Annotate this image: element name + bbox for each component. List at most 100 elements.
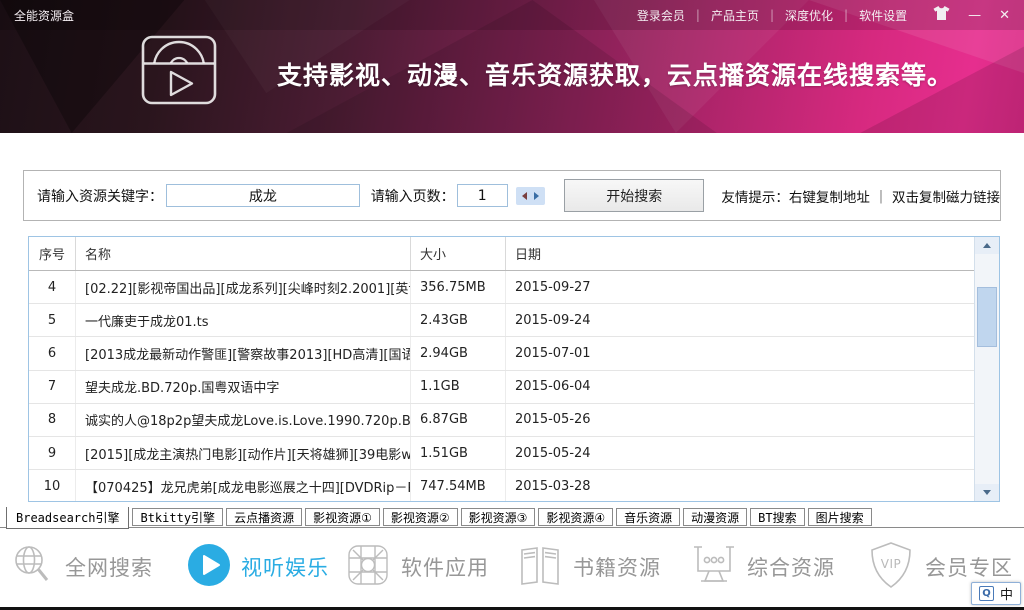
tab-btkitty[interactable]: Btkitty引擎 — [132, 508, 224, 526]
cell-name: [02.22][影视帝国出品][成龙系列][尖峰时刻2.2001][英语] — [76, 271, 411, 304]
menu-separator: | — [695, 8, 700, 22]
nav-label: 全网搜索 — [65, 556, 153, 580]
tab-breadsearch[interactable]: Breadsearch引擎 — [6, 507, 130, 529]
cell-size: 747.54MB — [411, 470, 506, 501]
cell-size: 6.87GB — [411, 403, 506, 436]
cell-size: 356.75MB — [411, 271, 506, 304]
search-button[interactable]: 开始搜索 — [564, 179, 705, 212]
scroll-down-icon — [983, 490, 991, 495]
cell-size: 2.43GB — [411, 304, 506, 337]
nav-software-apps[interactable]: 软件应用 — [344, 541, 489, 593]
table-row[interactable]: 5 一代廉吏于成龙01.ts 2.43GB 2015-09-24 — [29, 304, 999, 338]
ime-engine-icon[interactable]: Q — [978, 586, 994, 601]
cell-name: 望夫成龙.BD.720p.国粤双语中字 — [76, 370, 411, 403]
search-tip: 友情提示：右键复制地址 ｜ 双击复制磁力链接 — [721, 189, 1000, 206]
nav-web-search[interactable]: 全网搜索 — [8, 541, 153, 593]
table-row[interactable]: 7 望夫成龙.BD.720p.国粤双语中字 1.1GB 2015-06-04 — [29, 370, 999, 404]
cell-date: 2015-09-27 — [515, 279, 591, 295]
cell-size: 1.51GB — [411, 436, 506, 470]
header-size[interactable]: 大小 — [411, 237, 506, 270]
tab-image-search[interactable]: 图片搜索 — [807, 508, 872, 526]
ime-indicator[interactable]: Q 中 — [970, 582, 1021, 605]
nav-label: 软件应用 — [401, 556, 489, 580]
cell-date: 2015-05-26 — [515, 412, 591, 428]
cell-seq: 9 — [29, 436, 76, 470]
tab-bt-search[interactable]: BT搜索 — [750, 508, 805, 526]
nav-label: 书籍资源 — [573, 556, 661, 580]
nav-label: 视听娱乐 — [241, 556, 329, 580]
menu-settings[interactable]: 软件设置 — [859, 8, 908, 23]
page-next-icon[interactable] — [533, 191, 539, 200]
page-input[interactable] — [456, 184, 508, 207]
scrollbar-thumb[interactable] — [977, 287, 997, 347]
nav-label: 综合资源 — [747, 556, 835, 580]
keyword-input[interactable] — [166, 184, 360, 207]
menu-optimize[interactable]: 深度优化 — [785, 8, 834, 23]
cell-date: 2015-06-04 — [515, 379, 591, 395]
close-button[interactable]: ✕ — [999, 7, 1010, 23]
cell-name: 【070425】龙兄虎弟[成龙电影巡展之十四][DVDRip－R中... — [76, 470, 411, 501]
app-grid-icon — [344, 541, 392, 593]
page-label: 请输入页数： — [370, 188, 455, 205]
cell-name: [2013成龙最新动作警匪][警察故事2013][HD高清][国语中... — [76, 337, 411, 370]
ime-mode-label[interactable]: 中 — [999, 588, 1013, 603]
cell-name: [2015][成龙主演热门电影][动作片][天将雄狮][39电影w... — [76, 436, 411, 470]
minimize-button[interactable]: — — [968, 7, 982, 23]
globe-search-icon — [8, 541, 56, 593]
tab-music[interactable]: 音乐资源 — [616, 508, 681, 526]
tab-video-4[interactable]: 影视资源④ — [538, 508, 614, 526]
header-date[interactable]: 日期 — [515, 248, 542, 263]
table-row[interactable]: 6 [2013成龙最新动作警匪][警察故事2013][HD高清][国语中... … — [29, 337, 999, 371]
nav-label: 会员专区 — [925, 556, 1013, 580]
scroll-up-button[interactable] — [975, 237, 999, 254]
nav-av-entertainment[interactable]: 视听娱乐 — [186, 542, 329, 592]
keyword-label: 请输入资源关键字： — [37, 188, 163, 205]
tab-video-1[interactable]: 影视资源① — [305, 508, 380, 526]
header-seq[interactable]: 序号 — [29, 237, 76, 270]
nav-general-resources[interactable]: 综合资源 — [690, 541, 835, 593]
play-circle-icon — [186, 542, 232, 592]
cell-seq: 7 — [29, 370, 76, 403]
cell-date: 2015-05-24 — [515, 445, 591, 461]
cell-date: 2015-07-01 — [515, 345, 591, 361]
table-row[interactable]: 9 [2015][成龙主演热门电影][动作片][天将雄狮][39电影w... 1… — [29, 436, 999, 471]
vip-shield-icon: VIP — [866, 540, 916, 594]
table-row[interactable]: 10 【070425】龙兄虎弟[成龙电影巡展之十四][DVDRip－R中... … — [29, 470, 999, 501]
vertical-scrollbar[interactable] — [974, 237, 999, 501]
table-header: 序号 名称 大小 日期 — [29, 237, 999, 271]
results-table: 序号 名称 大小 日期 4 [02.22][影视帝国出品][成龙系列][尖峰时刻… — [28, 236, 1000, 502]
cell-name: 诚实的人@18p2p望夫成龙Love.is.Love.1990.720p.Blu… — [76, 403, 411, 436]
cell-size: 2.94GB — [411, 337, 506, 370]
vip-shield-text: VIP — [880, 556, 902, 571]
theme-shirt-icon[interactable] — [933, 6, 950, 24]
table-row[interactable]: 4 [02.22][影视帝国出品][成龙系列][尖峰时刻2.2001][英语] … — [29, 271, 999, 305]
nav-book-resources[interactable]: 书籍资源 — [516, 541, 661, 593]
cell-seq: 5 — [29, 304, 76, 337]
cell-seq: 6 — [29, 337, 76, 370]
scroll-down-button[interactable] — [975, 484, 999, 501]
page-stepper — [515, 186, 546, 205]
monitor-icon — [690, 541, 738, 593]
cell-name: 一代廉吏于成龙01.ts — [76, 304, 411, 337]
cell-seq: 8 — [29, 403, 76, 436]
nav-vip-zone[interactable]: VIP 会员专区 — [866, 540, 1013, 594]
tab-video-2[interactable]: 影视资源② — [382, 508, 458, 526]
cell-date: 2015-03-28 — [515, 478, 591, 494]
menu-homepage[interactable]: 产品主页 — [710, 8, 759, 23]
tab-anime[interactable]: 动漫资源 — [683, 508, 748, 526]
banner — [0, 0, 1024, 133]
page-prev-icon[interactable] — [522, 191, 528, 200]
cell-size: 1.1GB — [411, 370, 506, 403]
header-name[interactable]: 名称 — [76, 237, 411, 270]
tab-video-3[interactable]: 影视资源③ — [460, 508, 536, 526]
menu-separator: | — [769, 8, 775, 22]
titlebar: 全能资源盒 登录会员 | 产品主页 | 深度优化 | 软件设置 — ✕ — [0, 0, 1024, 30]
tab-cloud-play[interactable]: 云点播资源 — [226, 508, 303, 526]
books-icon — [516, 541, 564, 593]
menu-login[interactable]: 登录会员 — [636, 8, 685, 23]
app-logo-icon — [140, 34, 218, 110]
table-row[interactable]: 8 诚实的人@18p2p望夫成龙Love.is.Love.1990.720p.B… — [29, 403, 999, 437]
cell-date: 2015-09-24 — [515, 312, 591, 328]
titlebar-shade — [0, 0, 1024, 30]
